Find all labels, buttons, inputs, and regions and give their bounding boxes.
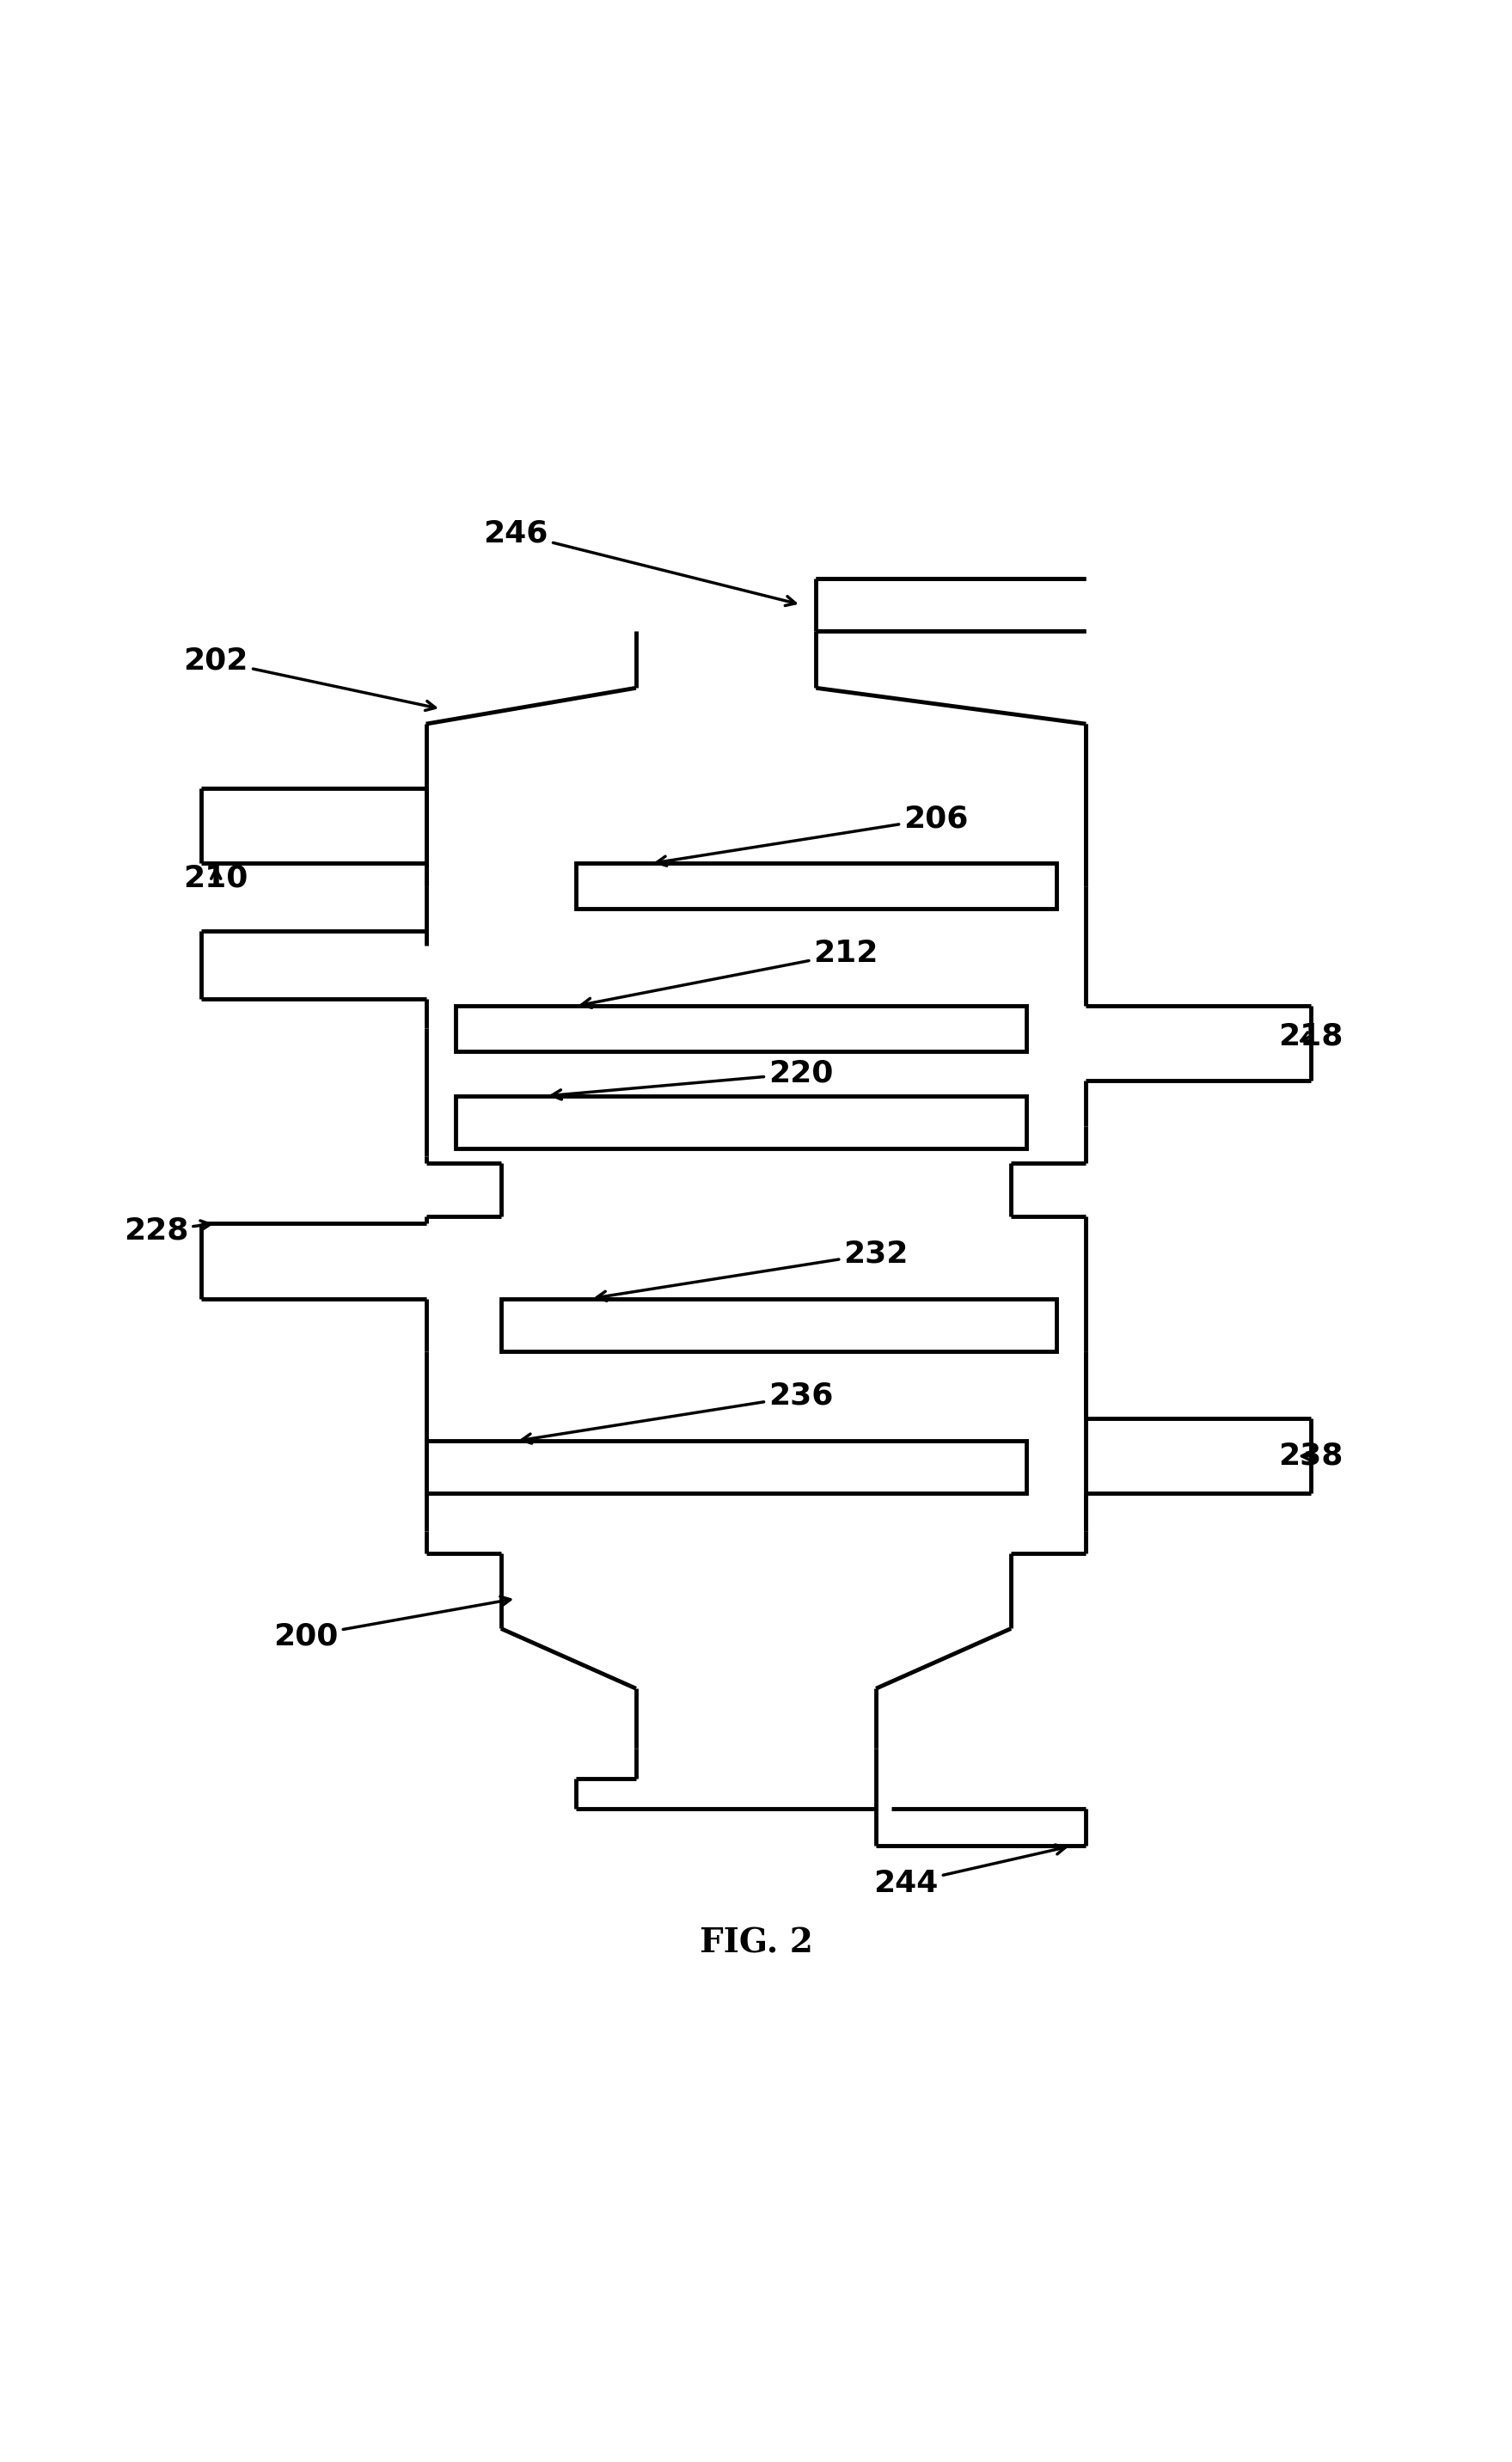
Bar bbox=[426, 1440, 1027, 1494]
Bar bbox=[457, 1007, 1027, 1051]
Text: FIG. 2: FIG. 2 bbox=[700, 1928, 812, 1960]
Text: 210: 210 bbox=[183, 864, 248, 894]
Text: 212: 212 bbox=[582, 938, 878, 1007]
Text: 218: 218 bbox=[1279, 1022, 1344, 1051]
Text: 244: 244 bbox=[874, 1844, 1066, 1898]
Bar bbox=[457, 1096, 1027, 1147]
Text: 236: 236 bbox=[522, 1381, 833, 1443]
Text: 228: 228 bbox=[124, 1216, 210, 1246]
Bar bbox=[500, 1297, 1055, 1352]
Text: 238: 238 bbox=[1279, 1440, 1344, 1470]
Text: 232: 232 bbox=[597, 1238, 909, 1300]
Text: 200: 200 bbox=[274, 1595, 511, 1650]
Text: 220: 220 bbox=[552, 1059, 833, 1101]
Text: 206: 206 bbox=[656, 803, 968, 867]
Bar bbox=[576, 864, 1055, 908]
Text: 202: 202 bbox=[183, 648, 435, 712]
Text: 246: 246 bbox=[484, 519, 795, 606]
